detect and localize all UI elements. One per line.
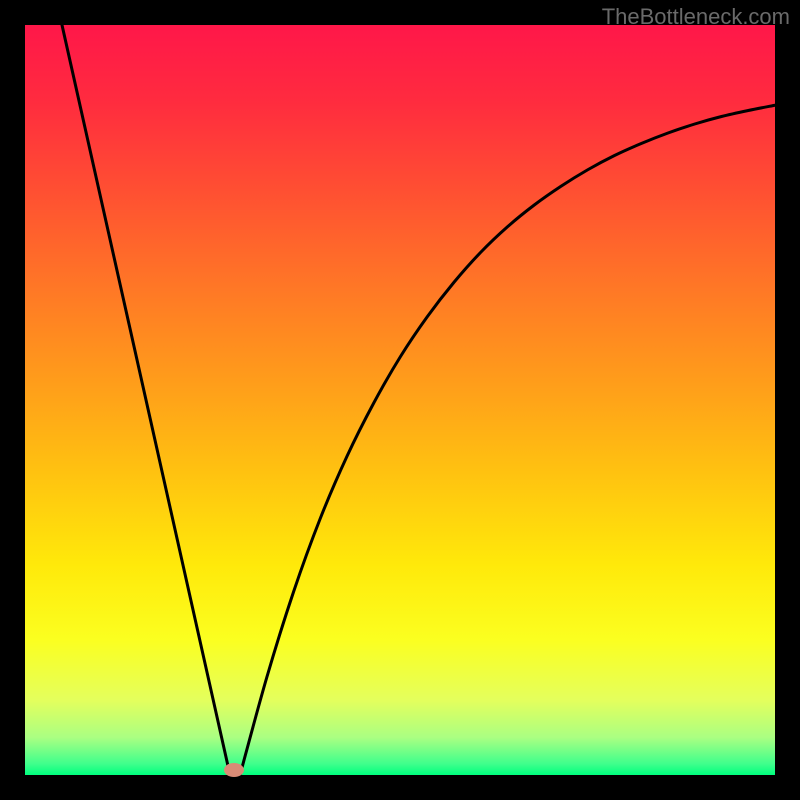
bottleneck-chart <box>0 0 800 800</box>
watermark-text: TheBottleneck.com <box>602 4 790 30</box>
valley-marker <box>224 763 244 777</box>
chart-background <box>25 25 775 775</box>
